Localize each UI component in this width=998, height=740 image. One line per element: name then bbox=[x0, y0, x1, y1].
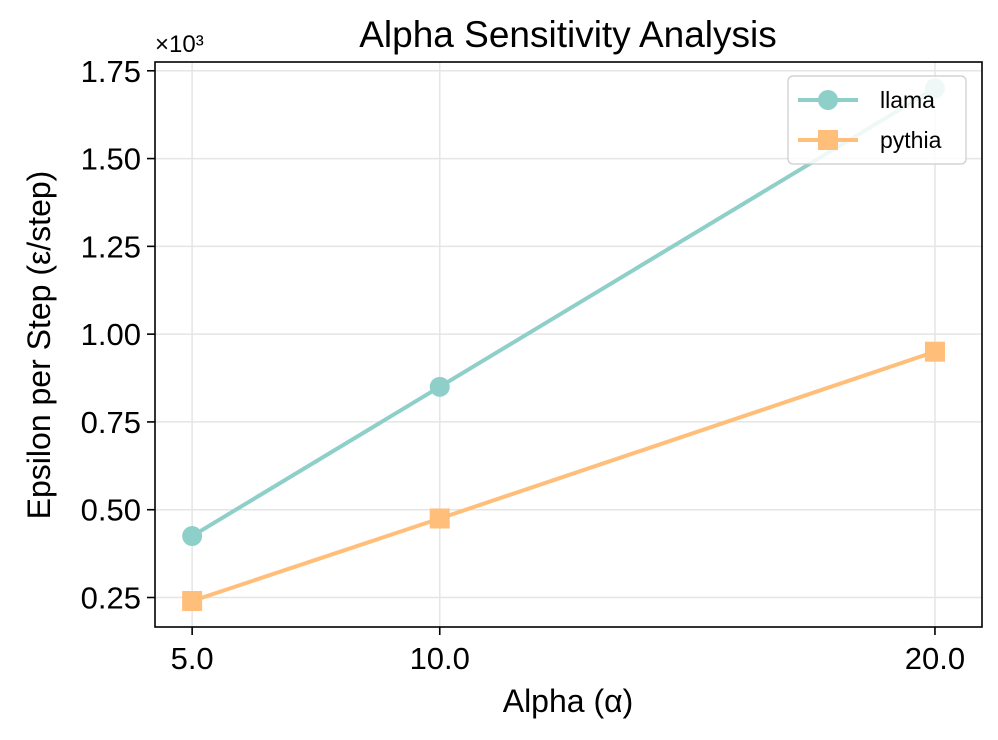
data-point-llama bbox=[182, 526, 203, 547]
legend: llama pythia bbox=[787, 75, 967, 165]
x-tick-label: 10.0 bbox=[410, 641, 470, 676]
legend-marker-pythia bbox=[818, 130, 838, 150]
chart-title: Alpha Sensitivity Analysis bbox=[359, 14, 776, 55]
x-tick-label: 5.0 bbox=[171, 641, 214, 676]
axis-ticks: 5.0 10.0 20.0 0.25 0.50 0.75 1.00 1.25 1.50 1.75 bbox=[81, 54, 965, 676]
x-axis-label: Alpha (α) bbox=[503, 683, 634, 719]
plot-frame bbox=[154, 61, 983, 628]
data-point-pythia bbox=[182, 591, 203, 612]
y-tick-label: 0.25 bbox=[81, 581, 141, 616]
y-scale-label: ×10³ bbox=[155, 31, 204, 58]
y-tick-label: 0.75 bbox=[81, 405, 141, 440]
data-point-pythia bbox=[429, 508, 450, 529]
plot-series bbox=[182, 78, 945, 612]
legend-label-llama: llama bbox=[880, 87, 935, 113]
data-point-llama bbox=[429, 376, 450, 397]
y-tick-label: 1.75 bbox=[81, 54, 141, 89]
y-axis-label: Epsilon per Step (ε/step) bbox=[21, 171, 57, 520]
series-line-pythia bbox=[190, 349, 937, 604]
legend-marker-llama bbox=[818, 90, 838, 110]
y-tick-label: 0.50 bbox=[81, 493, 141, 528]
series-pythia bbox=[182, 341, 945, 612]
y-tick-label: 1.00 bbox=[81, 317, 141, 352]
y-tick-label: 1.50 bbox=[81, 142, 141, 177]
data-point-pythia bbox=[924, 341, 945, 362]
x-tick-label: 20.0 bbox=[905, 641, 965, 676]
legend-label-pythia: pythia bbox=[880, 127, 942, 153]
series-llama bbox=[182, 78, 945, 547]
y-tick-label: 1.25 bbox=[81, 229, 141, 264]
